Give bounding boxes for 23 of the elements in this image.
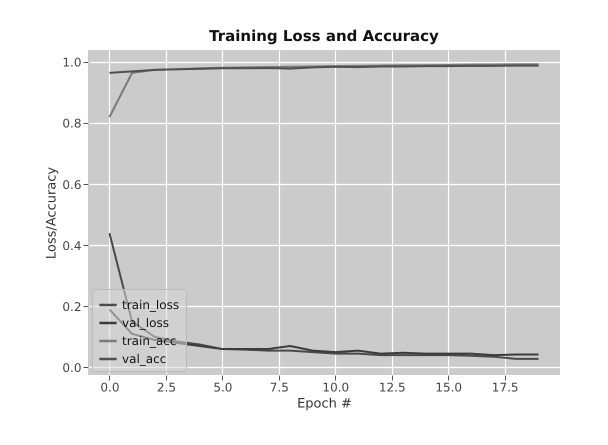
x-axis-title: Epoch # bbox=[297, 396, 352, 412]
x-tick-label: 0.0 bbox=[100, 380, 120, 394]
x-tick-label: 15.0 bbox=[435, 380, 462, 394]
line-series bbox=[108, 63, 540, 118]
legend-label: train_acc bbox=[122, 334, 176, 348]
y-tick-label: 0.6 bbox=[62, 178, 82, 192]
y-tick-label: 0.2 bbox=[62, 300, 82, 314]
chart-title: Training Loss and Accuracy bbox=[209, 27, 440, 45]
legend-label: train_loss bbox=[122, 298, 180, 312]
legend-label: val_loss bbox=[122, 316, 169, 330]
y-axis-title: Loss/Accuracy bbox=[44, 166, 60, 260]
x-tick-label: 7.5 bbox=[270, 380, 289, 394]
x-tick-label: 10.0 bbox=[322, 380, 350, 394]
x-tick-label: 12.5 bbox=[378, 380, 406, 394]
line-series bbox=[108, 64, 540, 74]
y-tick-label: 1.0 bbox=[62, 56, 82, 70]
x-tick-label: 5.0 bbox=[213, 380, 232, 394]
legend-label: val_acc bbox=[122, 352, 166, 366]
x-tick-label: 2.5 bbox=[156, 380, 176, 394]
x-tick-label: 17.5 bbox=[492, 380, 519, 394]
y-tick-label: 0.4 bbox=[62, 238, 82, 253]
y-tick-label: 0.0 bbox=[62, 360, 82, 375]
y-tick-label: 0.8 bbox=[62, 116, 82, 131]
